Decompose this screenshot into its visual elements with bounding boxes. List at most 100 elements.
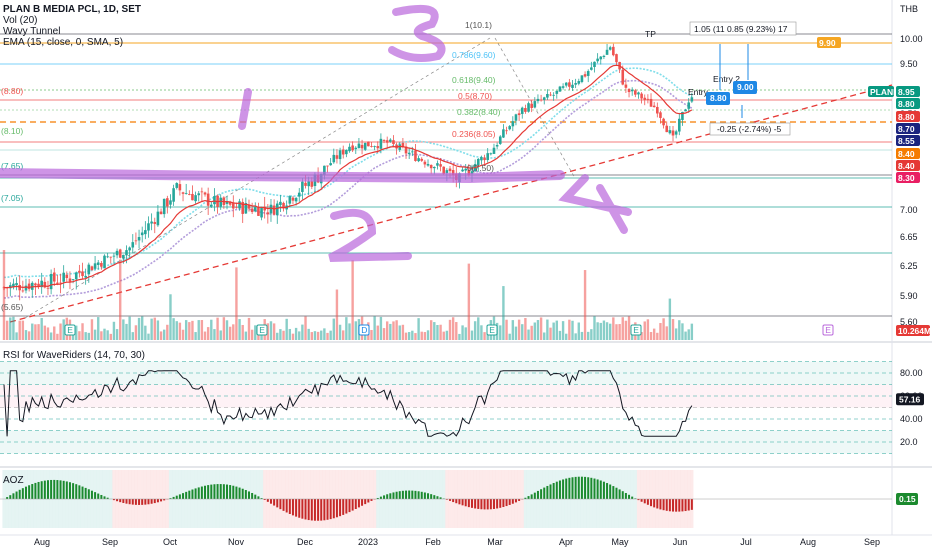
fib-level-label: 1(10.1) [465,20,492,30]
symbol-title[interactable]: PLAN B MEDIA PCL, 1D, SET [3,4,141,15]
candle-body [210,204,213,207]
aoz-bar [530,494,533,499]
candle-body [275,203,279,216]
candle-body [329,163,332,166]
candle-body [643,97,647,100]
aoz-bar [28,485,31,499]
volume-legend[interactable]: Vol (20) [3,15,38,26]
candle-body [235,206,238,208]
tunnel-lower [3,79,693,299]
volume-bar [473,321,477,340]
volume-bar [150,318,153,340]
candle-body [348,146,351,152]
volume-bar [527,329,530,340]
candle-body [24,285,28,291]
aoz-bar [565,478,568,499]
price-badge-label: 8.55 [898,136,915,146]
candle-body [172,188,175,202]
volume-bar [178,322,182,340]
aoz-bar [433,495,436,499]
aoz-bar [301,499,304,519]
aoz-bar [56,480,59,499]
candle-body [498,136,502,144]
volume-bar [442,331,445,340]
volume-bar [206,327,210,340]
volume-bar [266,323,270,340]
candle-body [520,107,524,114]
volume-bar [232,324,235,340]
aoz-bar [389,493,392,499]
volume-bar [502,286,505,340]
candle-body [414,150,417,161]
candle-body [307,181,310,187]
candle-body [166,198,169,207]
price-badge-label: 9.90 [819,38,836,48]
aoz-bar [455,499,458,504]
volume-bar [257,333,260,340]
candle-body [150,221,153,224]
candle-body [627,88,631,93]
volume-bar [188,322,191,340]
price-badge-label: 8.80 [898,99,915,109]
aoz-bar [511,499,514,504]
aoz-bar [518,499,521,501]
volume-bar [433,322,436,340]
event-marker [64,324,76,336]
candle-body [555,90,559,94]
candle-body [241,201,245,214]
candle-body [90,266,94,271]
price-tick-label: 5.60 [900,317,918,327]
candle-body [420,158,424,161]
aoz-bar [273,499,276,506]
aoz-bar [505,499,508,507]
volume-bar [137,317,141,340]
ema-legend[interactable]: EMA (15, close, 0, SMA, 5) [3,37,124,48]
volume-bar [244,331,248,340]
aoz-value-badge [896,493,918,505]
candle-body [552,94,555,96]
aoz-bar [640,499,643,502]
time-tick-label: Jul [740,537,752,547]
candle-body [580,75,584,82]
volume-bar [662,318,665,340]
wavy-tunnel-legend[interactable]: Wavy Tunnel [3,26,61,37]
aoz-bar [247,491,250,499]
event-marker-label: E [259,325,265,335]
volume-bar [203,331,207,340]
volume-bar [565,333,568,340]
rsi-title[interactable]: RSI for WaveRiders (14, 70, 30) [3,350,145,361]
candle-body [128,247,131,251]
candle-body [574,83,577,85]
candle-body [612,46,615,56]
aoz-bar [46,480,49,499]
volume-bar [389,323,392,340]
candle-body [571,84,574,88]
candle-body [203,192,207,195]
volume-bar [338,324,342,340]
candle-body [65,274,69,279]
aoz-bar [612,486,615,499]
aoz-bar [269,499,272,504]
candle-body [662,118,665,126]
aoz-bar [662,499,665,511]
aoz-bar [599,480,602,499]
volume-bar [34,324,37,340]
volume-bar [426,330,430,340]
aoz-bar [628,494,631,499]
aoz-bar [59,480,62,499]
volume-bar [288,328,292,340]
aoz-title[interactable]: AOZ [3,475,24,486]
aoz-bar [571,477,574,499]
aoz-bar [291,499,294,516]
entry-price-box [706,92,730,105]
aoz-bar [392,492,395,499]
hand-drawn-3 [388,5,446,62]
candle-body [112,255,116,257]
aoz-bar [310,499,313,521]
candle-body [206,193,210,206]
volume-bar [109,333,112,340]
volume-bar [499,325,502,340]
aoz-bar [445,499,448,500]
left-level-label: (8.10) [1,126,23,136]
